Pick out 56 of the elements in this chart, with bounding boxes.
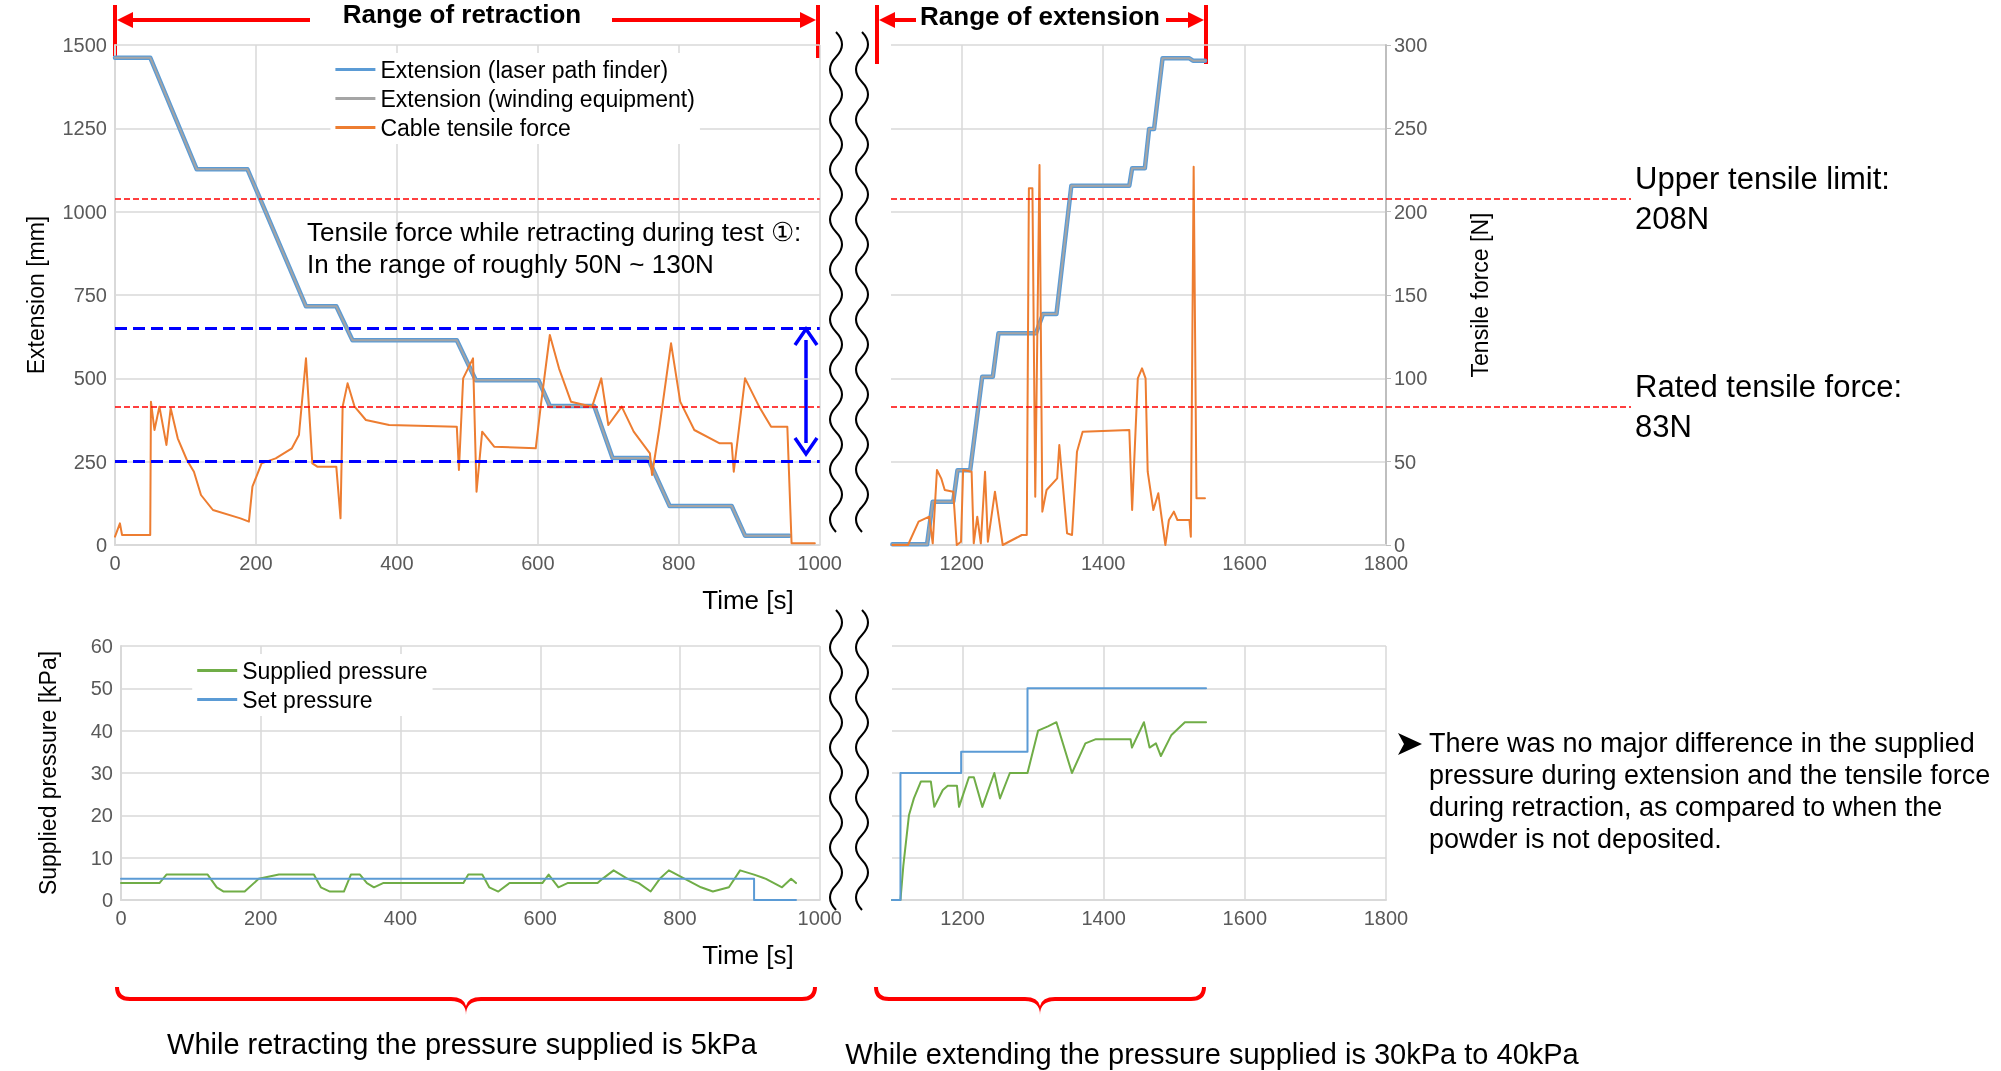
x-tick-label: 1600 bbox=[1222, 552, 1267, 574]
annotation: Tensile force while retracting during test ①: In the range of roughly 50N ~ 130N bbox=[307, 216, 802, 280]
y-tick-label: 40 bbox=[90, 719, 113, 742]
x-tick-label: 1400 bbox=[1081, 907, 1126, 929]
x-tick-label: 1000 bbox=[797, 907, 842, 929]
x-axis-title: Time [s] bbox=[702, 940, 794, 970]
x-tick-label: 800 bbox=[663, 907, 697, 929]
y2-tick-label: 250 bbox=[1394, 117, 1428, 140]
ref-line-label: Rated tensile force: 83N bbox=[1635, 369, 1911, 445]
y2-axis-title: Tensile force [N] bbox=[1466, 212, 1493, 378]
y2-tick-label: 200 bbox=[1394, 200, 1428, 223]
legend-label: Extension (laser path finder) bbox=[380, 56, 669, 83]
x-tick-label: 1600 bbox=[1222, 907, 1268, 929]
ref-line-label: Upper tensile limit: 208N bbox=[1635, 160, 1899, 236]
legend-label: Extension (winding equipment) bbox=[380, 85, 695, 112]
x-tick-label: 800 bbox=[662, 552, 696, 574]
y-tick-label: 0 bbox=[95, 534, 107, 556]
y-tick-label: 10 bbox=[90, 846, 113, 869]
y2-tick-label: 50 bbox=[1394, 450, 1417, 473]
x-tick-label: 600 bbox=[523, 907, 557, 929]
legend-label: Cable tensile force bbox=[380, 114, 571, 141]
y-axis-title: Extension [mm] bbox=[22, 215, 49, 375]
text: Range of retraction bbox=[342, 0, 582, 30]
y-tick-label: 750 bbox=[73, 284, 107, 306]
y-tick-label: 50 bbox=[90, 677, 113, 700]
y-tick-label: 1000 bbox=[62, 200, 107, 223]
y2-tick-label: 300 bbox=[1394, 34, 1428, 56]
x-tick-label: 600 bbox=[521, 552, 555, 574]
x-tick-label: 1800 bbox=[1363, 907, 1409, 929]
y2-tick-label: 150 bbox=[1394, 284, 1428, 306]
y-tick-label: 250 bbox=[73, 450, 107, 473]
y-tick-label: 30 bbox=[90, 762, 113, 784]
y-tick-label: 1500 bbox=[62, 34, 107, 56]
y-tick-label: 0 bbox=[101, 889, 113, 911]
x-tick-label: 400 bbox=[383, 907, 418, 929]
y-tick-label: 20 bbox=[90, 804, 113, 827]
x-tick-label: 0 bbox=[115, 907, 127, 929]
x-tick-label: 1400 bbox=[1080, 552, 1126, 574]
x-tick-label: 1000 bbox=[797, 552, 842, 574]
x-tick-label: 200 bbox=[239, 552, 273, 574]
text: While extending the pressure supplied is 30kPa to 40kPa bbox=[845, 1037, 1579, 1071]
text: Range of extension bbox=[920, 0, 1160, 32]
y-tick-label: 1250 bbox=[62, 117, 107, 140]
y2-tick-label: 100 bbox=[1394, 367, 1428, 390]
x-tick-label: 1200 bbox=[940, 907, 985, 929]
text: While retracting the pressure supplied is 5kPa bbox=[167, 1027, 757, 1061]
y-axis-title: Supplied pressure [kPa] bbox=[34, 650, 61, 896]
y-tick-label: 500 bbox=[73, 367, 107, 390]
text: There was no major difference in the supplied pressure during extension and the tensile force during retraction, as compared to when the powder is not deposited. bbox=[1429, 727, 1992, 855]
x-tick-label: 1200 bbox=[939, 552, 984, 574]
x-tick-label: 200 bbox=[244, 907, 278, 929]
x-axis-title: Time [s] bbox=[702, 585, 794, 615]
legend-label: Supplied pressure bbox=[242, 657, 428, 684]
x-tick-label: 400 bbox=[380, 552, 414, 574]
legend-label: Set pressure bbox=[242, 686, 373, 713]
y-tick-label: 60 bbox=[90, 635, 113, 657]
